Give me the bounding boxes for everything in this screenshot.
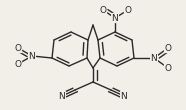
Text: N: N bbox=[151, 53, 157, 62]
Text: N: N bbox=[121, 92, 127, 101]
Text: O: O bbox=[100, 6, 107, 15]
Text: O: O bbox=[164, 43, 171, 52]
Text: N: N bbox=[59, 92, 65, 101]
Text: N: N bbox=[112, 14, 118, 23]
Text: O: O bbox=[124, 6, 132, 15]
Text: O: O bbox=[15, 60, 22, 69]
Text: O: O bbox=[164, 63, 171, 72]
Text: O: O bbox=[15, 43, 22, 52]
Text: N: N bbox=[29, 51, 35, 61]
